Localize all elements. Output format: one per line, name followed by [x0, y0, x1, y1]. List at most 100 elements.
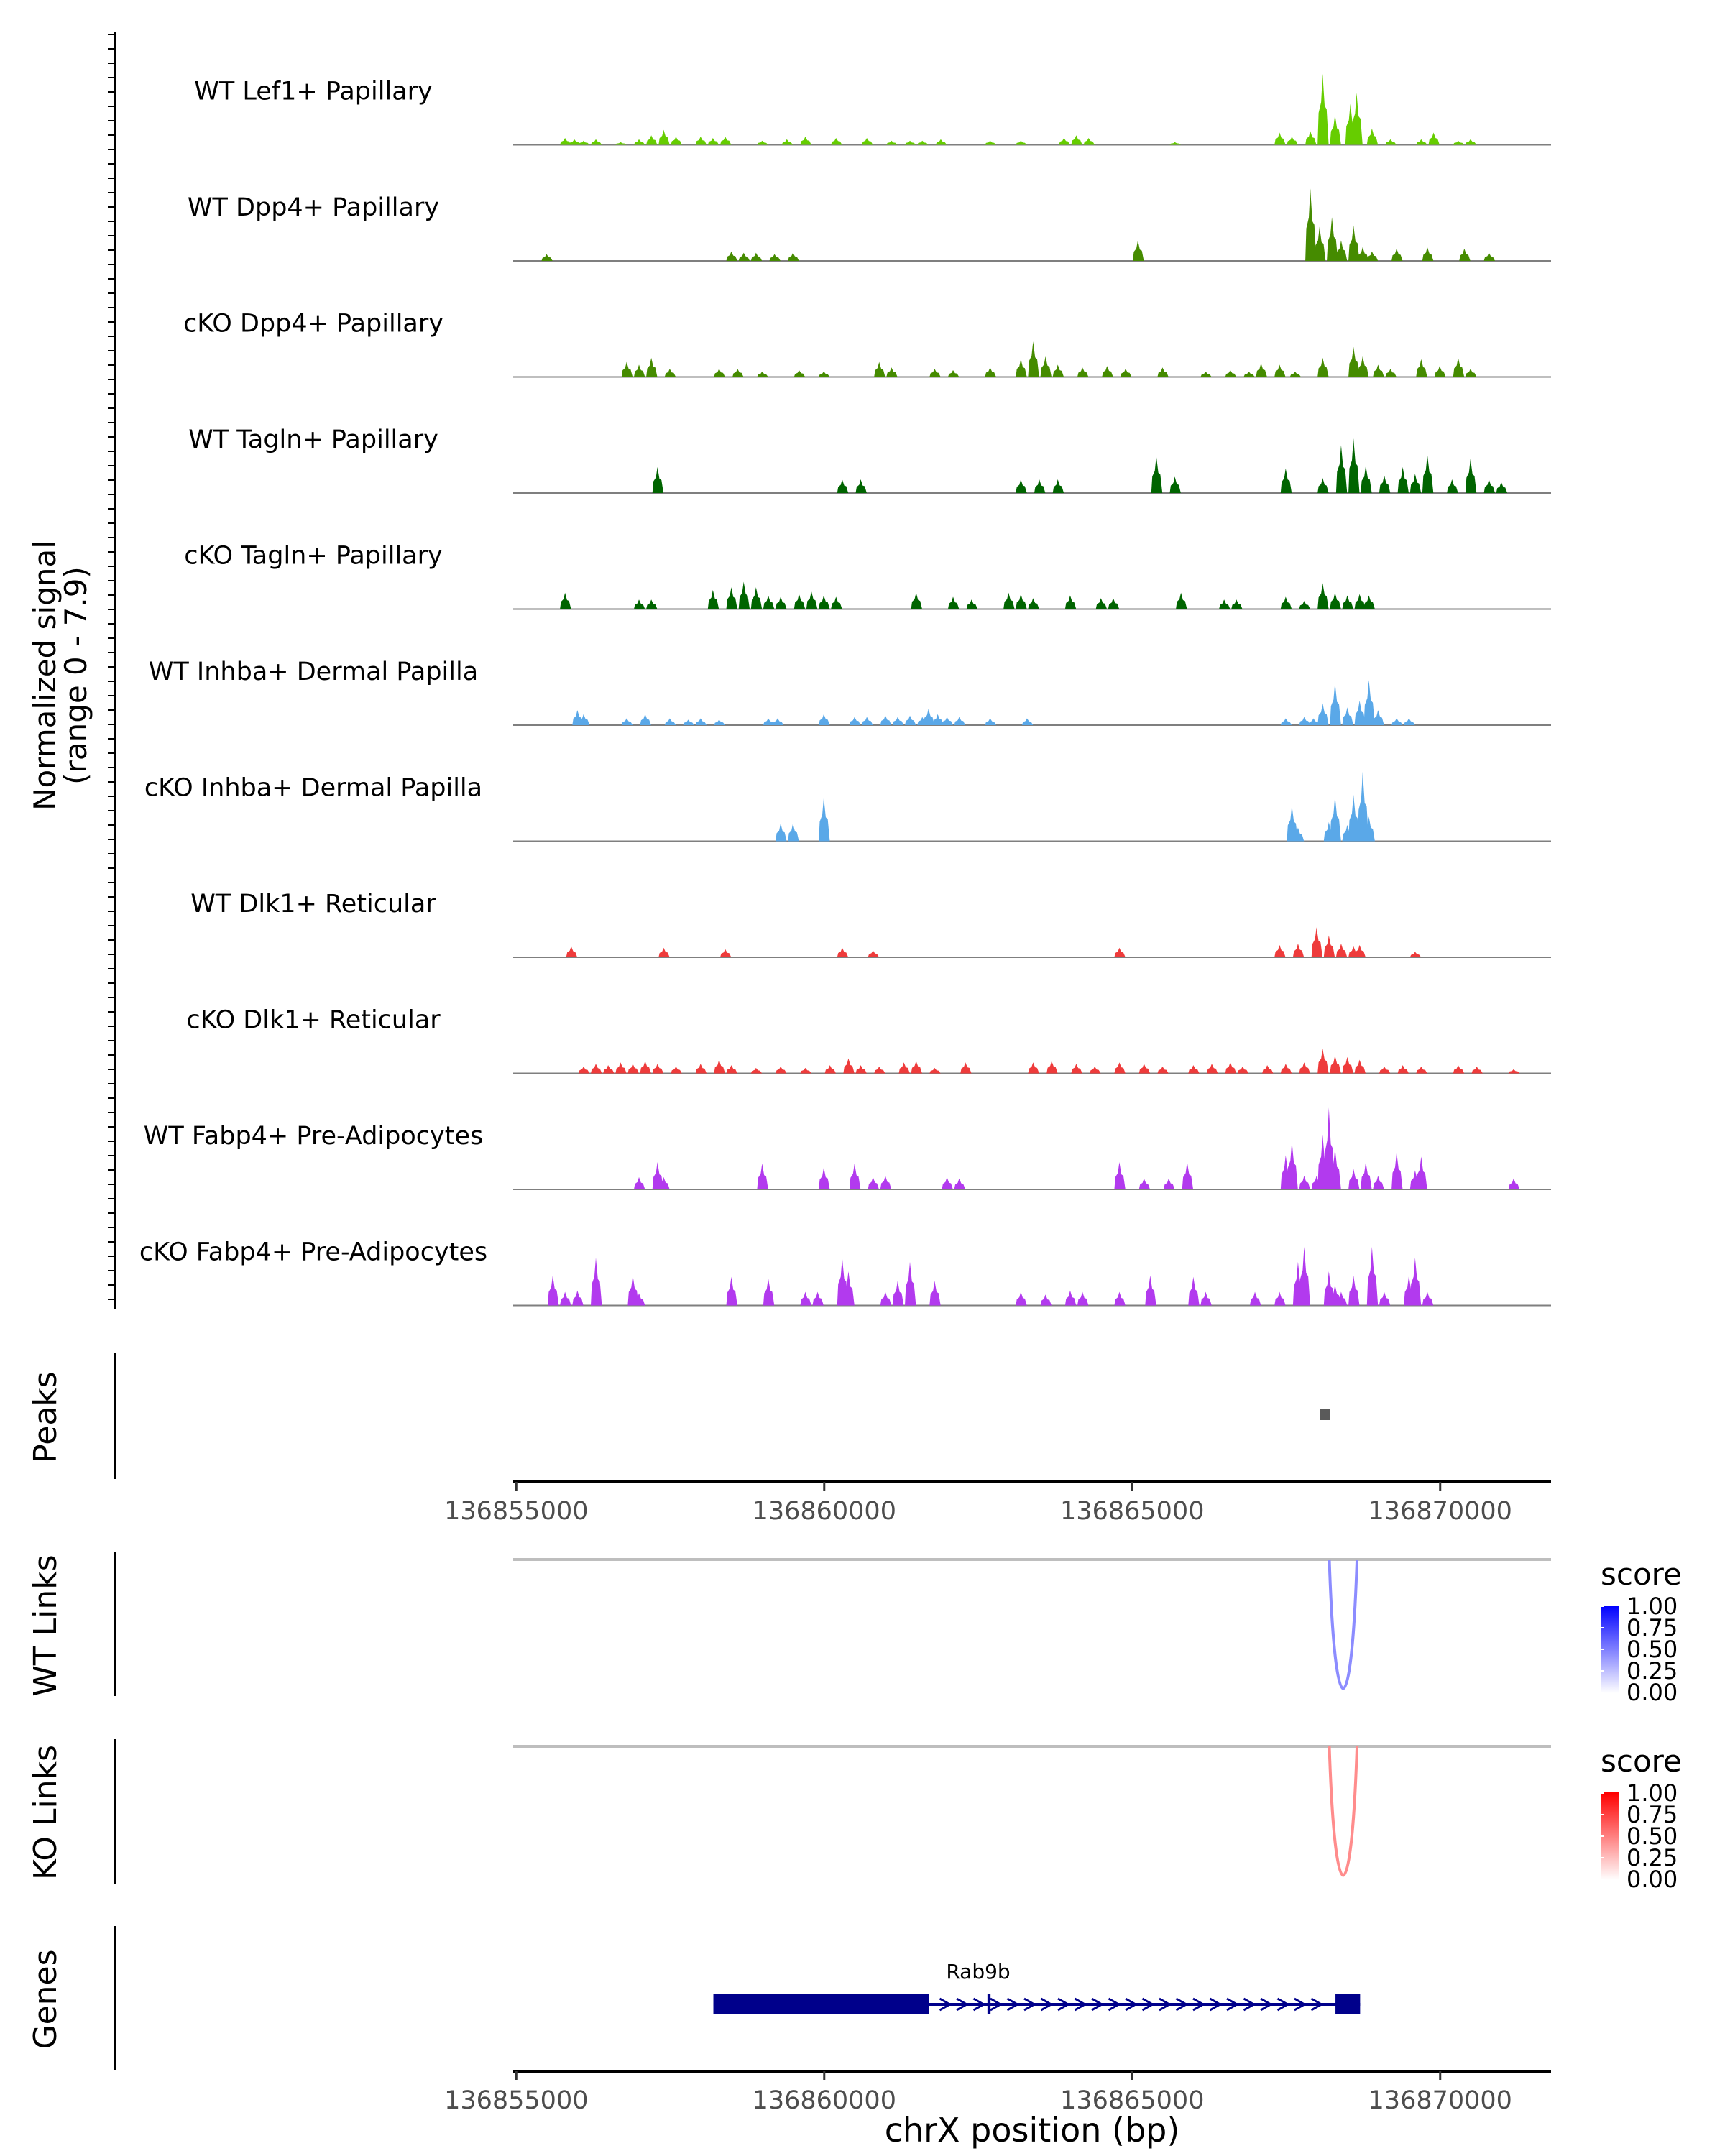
coverage-peak: [1397, 466, 1409, 493]
coverage-peak: [1311, 927, 1323, 957]
coverage-peak: [1317, 73, 1329, 145]
coverage-peak: [1083, 138, 1095, 145]
coverage-peak: [862, 717, 873, 725]
coverage-peak: [1016, 359, 1027, 377]
coverage-peak: [671, 137, 682, 145]
coverage-peak: [1207, 1064, 1218, 1074]
coverage-peak: [1016, 140, 1027, 145]
coverage-peak: [1274, 1291, 1286, 1306]
coverage-peak: [781, 139, 794, 145]
coverage-peak: [985, 367, 996, 377]
coverage-peak: [776, 1067, 787, 1074]
coverage-peak: [1225, 1062, 1237, 1074]
coverage-track: WT Tagln+ Papillary: [188, 425, 1551, 494]
legend-tick-label: 1.00: [1627, 1779, 1678, 1807]
coverage-peak: [1348, 438, 1360, 493]
gene-name-label: Rab9b: [946, 1960, 1010, 1984]
coverage-peak: [541, 254, 553, 261]
track-label: WT Lef1+ Papillary: [194, 78, 433, 106]
coverage-peak: [1299, 1246, 1310, 1306]
coverage-peak: [1292, 944, 1305, 957]
coverage-peak: [880, 715, 892, 725]
x-axis-tick-label: 136865000: [1060, 2086, 1204, 2115]
coverage-peak: [634, 1293, 645, 1306]
track-label: cKO Inhba+ Dermal Papilla: [144, 774, 482, 803]
coverage-peak: [1262, 1065, 1274, 1074]
coverage-peak: [1317, 1049, 1329, 1074]
coverage-peak: [750, 252, 763, 261]
coverage-peak: [1090, 1067, 1101, 1074]
coverage-peak: [1071, 135, 1082, 145]
coverage-peak: [738, 581, 750, 609]
coverage-peak: [954, 717, 965, 725]
coverage-peak: [942, 717, 953, 725]
coverage-peak: [800, 1291, 811, 1306]
coverage-track: cKO Fabp4+ Pre-Adipocytes: [139, 1238, 1551, 1307]
coverage-peak: [1361, 1162, 1372, 1189]
coverage-peak: [1354, 700, 1366, 725]
coverage-peak: [892, 1281, 904, 1306]
coverage-peak: [819, 371, 830, 377]
coverage-peak: [1280, 596, 1292, 609]
coverage-peak: [1465, 369, 1477, 377]
coverage-peak: [788, 823, 799, 842]
coverage-peak: [646, 357, 658, 377]
coverage-peak: [874, 1067, 886, 1074]
coverage-peak: [1447, 479, 1458, 493]
ko-links-legend-title: score: [1601, 1743, 1682, 1779]
gene-strand-arrow: [1141, 1997, 1155, 2012]
coverage-peak: [886, 140, 898, 145]
coverage-peak: [720, 949, 732, 957]
coverage-peak: [855, 479, 867, 493]
coverage-track: WT Dlk1+ Reticular: [190, 890, 1551, 958]
coverage-peak: [1164, 1178, 1175, 1189]
coverage-peak: [1459, 248, 1471, 261]
coverage-peak: [1046, 1061, 1058, 1074]
coverage-peak: [929, 1067, 941, 1074]
coverage-peak: [1003, 592, 1015, 609]
x-axis-tick-label: 136855000: [444, 2086, 588, 2115]
gene-strand-arrow: [1276, 1997, 1290, 2012]
coverage-peak: [1299, 1176, 1310, 1189]
coverage-peak: [1363, 816, 1375, 842]
coverage-peak: [763, 718, 775, 725]
coverage-peak: [1102, 366, 1113, 377]
coverage-peak: [800, 1067, 811, 1074]
coverage-peak: [1016, 1291, 1027, 1306]
legend-tick-label: 1.00: [1627, 1593, 1678, 1620]
track-label: WT Inhba+ Dermal Papilla: [149, 658, 478, 686]
coverage-track: WT Lef1+ Papillary: [194, 73, 1551, 146]
coverage-peak: [1354, 1059, 1366, 1074]
gene-strand-arrow: [956, 1997, 969, 2012]
coverage-peak: [1379, 1067, 1391, 1074]
coverage-peak: [942, 1176, 953, 1189]
gene-strand-arrow: [1006, 1997, 1020, 2012]
coverage-peak: [1508, 1069, 1520, 1074]
coverage-peak: [1335, 240, 1348, 261]
coverage-peak: [1040, 356, 1052, 377]
track-label: cKO Dpp4+ Papillary: [183, 310, 443, 338]
coverage-peak: [1114, 1062, 1126, 1074]
coverage-peak: [1416, 1156, 1427, 1189]
coverage-peak: [1151, 456, 1163, 493]
coverage-peak: [886, 367, 898, 377]
coverage-peak: [1299, 601, 1310, 609]
coverage-peak: [1225, 370, 1237, 377]
legend-tick-label: 0.50: [1627, 1823, 1678, 1850]
coverage-peak: [1373, 710, 1384, 725]
coverage-peak: [1409, 1258, 1422, 1306]
legend-tick-label: 0.75: [1627, 1614, 1678, 1641]
coverage-peak: [1274, 944, 1286, 957]
coverage-peak: [874, 361, 886, 377]
coverage-peak: [1145, 1275, 1156, 1306]
coverage-ylabel-line2: (range 0 - 7.9): [58, 566, 93, 785]
coverage-peak: [862, 138, 873, 145]
x-axis-title: chrX position (bp): [885, 2111, 1180, 2150]
coverage-peak: [569, 139, 581, 145]
coverage-peak: [1114, 1291, 1126, 1306]
coverage-peak: [948, 370, 960, 377]
coverage-peak: [1237, 1067, 1249, 1074]
coverage-peak: [627, 1064, 639, 1074]
coverage-peak: [1052, 364, 1064, 377]
